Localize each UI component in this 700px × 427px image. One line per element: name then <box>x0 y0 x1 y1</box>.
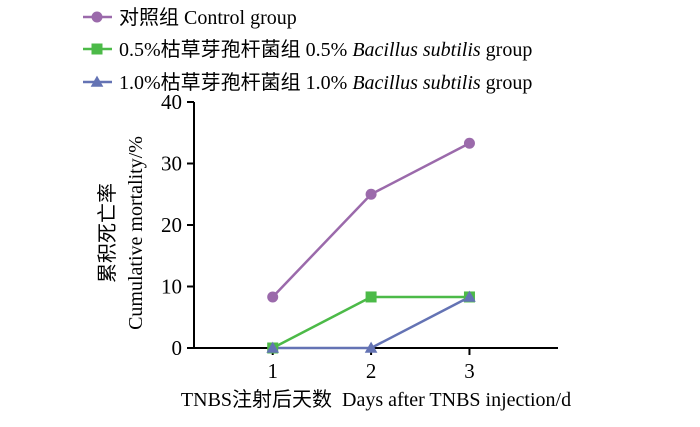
y-tick-label: 20 <box>161 213 182 237</box>
data-point-series-3 <box>266 341 280 353</box>
legend-item-1: 对照组 Control group <box>83 6 297 29</box>
series-line-3 <box>272 295 471 350</box>
data-point-series-1 <box>365 188 377 200</box>
legend-item-3: 1.0%枯草芽孢杆菌组 1.0% Bacillus subtilis group <box>83 71 532 94</box>
y-tick-label: 0 <box>172 336 183 360</box>
series-markers <box>266 137 476 354</box>
series-line-1 <box>271 142 471 298</box>
legend-marker-square-icon <box>91 43 103 55</box>
data-point-series-2 <box>365 291 377 303</box>
legend-marker-triangle-icon <box>90 75 104 87</box>
series-line-2 <box>272 295 470 350</box>
legend: 对照组 Control group 0.5%枯草芽孢杆菌组 0.5% Bacill… <box>83 6 532 94</box>
data-point-series-3 <box>463 290 476 302</box>
data-point-series-3 <box>364 341 378 353</box>
series-lines <box>271 142 471 350</box>
x-axis-title: TNBS注射后天数 Days after TNBS injection/d <box>181 388 571 411</box>
y-axis-title-english: Cumulative mortality/% <box>125 136 147 330</box>
y-tick-label: 30 <box>161 152 182 176</box>
data-point-series-1 <box>267 291 279 303</box>
x-tick-label: 1 <box>267 359 278 383</box>
legend-label: 0.5%枯草芽孢杆菌组 0.5% Bacillus subtilis group <box>119 38 532 61</box>
y-tick-label: 40 <box>161 90 182 114</box>
legend-item-2: 0.5%枯草芽孢杆菌组 0.5% Bacillus subtilis group <box>83 38 532 61</box>
legend-marker-circle-icon <box>91 11 103 23</box>
data-point-series-1 <box>463 137 475 149</box>
y-tick-label: 10 <box>161 275 182 299</box>
y-axis-title-chinese: 累积死亡率 <box>96 183 119 283</box>
legend-label: 对照组 Control group <box>119 6 297 29</box>
axes: 0 10 20 30 40 1 2 3 <box>161 90 558 383</box>
x-tick-label: 3 <box>464 359 475 383</box>
x-tick-label: 2 <box>366 359 377 383</box>
legend-label: 1.0%枯草芽孢杆菌组 1.0% Bacillus subtilis group <box>119 71 532 94</box>
